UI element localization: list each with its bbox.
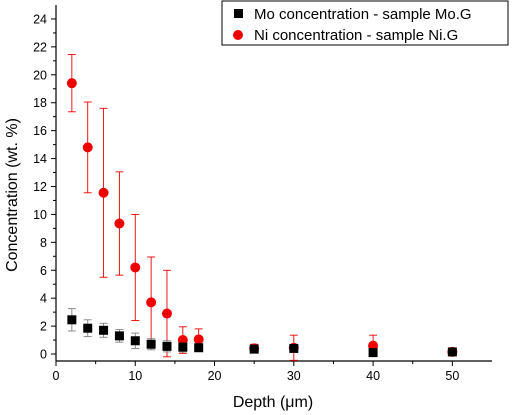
legend: Mo concentration - sample Mo.G Ni concen… (221, 0, 509, 46)
y-tick-label: 12 (33, 180, 47, 194)
y-tick-label: 6 (40, 264, 47, 278)
mo-point (249, 344, 259, 354)
mo-point (114, 331, 124, 341)
ni-point (146, 297, 157, 308)
y-tick-label: 20 (33, 68, 47, 82)
axes (55, 5, 492, 362)
mo-point (178, 342, 188, 352)
x-tick-label: 20 (208, 369, 222, 383)
mo-point (162, 341, 172, 351)
ni-point (114, 218, 125, 229)
y-tick-label: 0 (40, 348, 47, 362)
y-tick-label: 2 (40, 320, 47, 334)
ni-point (98, 187, 109, 198)
y-tick-label: 18 (33, 96, 47, 110)
y-tick-label: 14 (33, 152, 47, 166)
x-axis-title: Depth (μm) (233, 394, 313, 411)
x-tick-label: 10 (128, 369, 142, 383)
ni-point (161, 308, 172, 319)
y-tick-label: 10 (33, 208, 47, 222)
x-tick-label: 50 (445, 369, 459, 383)
y-axis-title: Concentration (wt. %) (4, 118, 21, 272)
data-points (66, 78, 458, 358)
mo-point (194, 343, 204, 353)
ni-point (130, 262, 141, 273)
ni-point (66, 78, 77, 89)
mo-point (146, 339, 156, 349)
y-tick-label: 24 (33, 12, 47, 26)
y-tick-label: 22 (33, 40, 47, 54)
legend-marker-mo (234, 9, 243, 18)
mo-point (447, 347, 457, 357)
x-tick-label: 30 (287, 369, 301, 383)
ni-point (193, 334, 204, 345)
legend-box (221, 0, 509, 46)
ni-point (82, 142, 93, 153)
y-tick-label: 8 (40, 236, 47, 250)
mo-point (99, 325, 109, 335)
x-tick-label: 0 (53, 369, 60, 383)
y-tick-label: 16 (33, 124, 47, 138)
legend-label-ni: Ni concentration - sample Ni.G (254, 27, 458, 44)
error-bars (67, 54, 457, 361)
mo-point (368, 348, 378, 358)
x-tick-label: 40 (366, 369, 380, 383)
y-tick-label: 4 (40, 292, 47, 306)
legend-label-mo: Mo concentration - sample Mo.G (254, 6, 472, 23)
mo-point (67, 315, 77, 325)
mo-point (289, 343, 299, 353)
mo-point (130, 336, 140, 346)
mo-point (83, 323, 93, 333)
legend-marker-ni (233, 30, 243, 40)
